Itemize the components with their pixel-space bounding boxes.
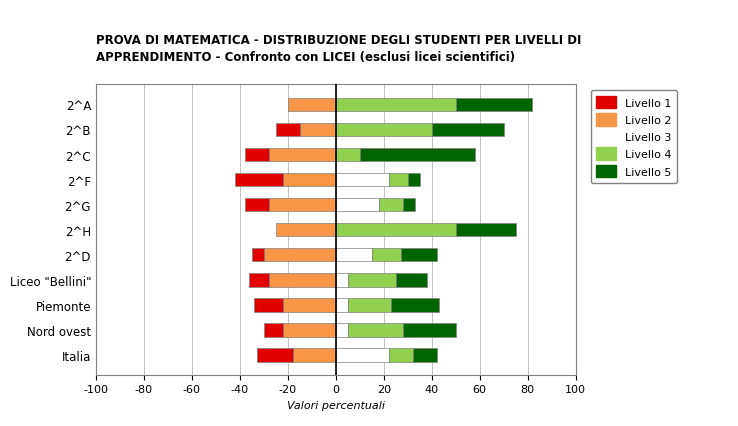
Bar	[455, 98, 533, 112]
Bar	[292, 348, 336, 362]
Bar	[249, 273, 269, 287]
X-axis label: Valori percentuali: Valori percentuali	[287, 400, 384, 410]
Bar	[264, 323, 283, 337]
Bar	[276, 124, 300, 137]
Bar	[336, 148, 360, 162]
Bar	[300, 124, 336, 137]
Bar	[283, 323, 336, 337]
Bar	[407, 173, 420, 187]
Bar	[348, 298, 391, 312]
Bar	[360, 148, 475, 162]
Bar	[336, 298, 348, 312]
Text: PROVA DI MATEMATICA - DISTRIBUZIONE DEGLI STUDENTI PER LIVELLI DI
APPRENDIMENTO : PROVA DI MATEMATICA - DISTRIBUZIONE DEGL…	[96, 34, 582, 64]
Bar	[348, 273, 396, 287]
Bar	[269, 198, 336, 212]
Bar	[244, 198, 269, 212]
Bar	[336, 248, 372, 262]
Bar	[413, 348, 437, 362]
Bar	[388, 173, 407, 187]
Bar	[336, 223, 455, 237]
Bar	[391, 298, 439, 312]
Bar	[379, 198, 403, 212]
Bar	[388, 348, 413, 362]
Bar	[283, 173, 336, 187]
Bar	[283, 298, 336, 312]
Legend: Livello 1, Livello 2, Livello 3, Livello 4, Livello 5: Livello 1, Livello 2, Livello 3, Livello…	[591, 91, 677, 184]
Bar	[336, 273, 348, 287]
Bar	[276, 223, 336, 237]
Bar	[348, 323, 403, 337]
Bar	[257, 348, 292, 362]
Bar	[336, 173, 388, 187]
Bar	[396, 273, 427, 287]
Bar	[455, 223, 516, 237]
Bar	[336, 348, 388, 362]
Bar	[403, 323, 455, 337]
Bar	[432, 124, 503, 137]
Bar	[336, 124, 432, 137]
Bar	[254, 298, 283, 312]
Bar	[252, 248, 264, 262]
Bar	[264, 248, 336, 262]
Bar	[372, 248, 401, 262]
Bar	[244, 148, 269, 162]
Bar	[336, 323, 348, 337]
Bar	[336, 198, 379, 212]
Bar	[235, 173, 283, 187]
Bar	[401, 248, 437, 262]
Bar	[269, 148, 336, 162]
Bar	[403, 198, 415, 212]
Bar	[288, 98, 336, 112]
Bar	[336, 98, 455, 112]
Bar	[269, 273, 336, 287]
